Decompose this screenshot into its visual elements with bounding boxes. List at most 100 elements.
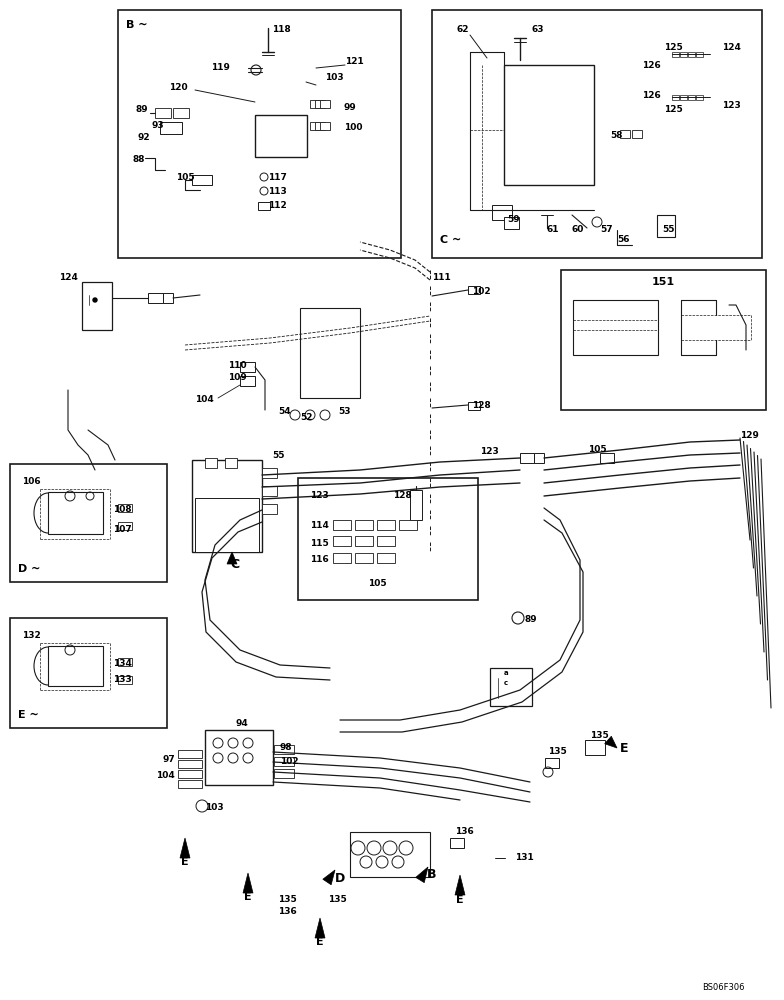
Text: E: E [456, 895, 464, 905]
Bar [160, 122, 182, 134]
Text: 125: 125 [664, 43, 683, 52]
Polygon shape [243, 873, 253, 893]
Text: 114: 114 [310, 522, 328, 530]
Text: 59: 59 [507, 216, 520, 225]
Bar [178, 780, 202, 788]
Polygon shape [323, 870, 335, 885]
Bar [585, 740, 605, 755]
Bar [298, 478, 478, 600]
Text: 132: 132 [22, 632, 41, 641]
Text: 120: 120 [169, 84, 188, 93]
Bar [274, 757, 294, 766]
Text: BS06F306: BS06F306 [702, 984, 745, 992]
Text: 129: 129 [740, 430, 759, 440]
Text: 60: 60 [572, 226, 584, 234]
Text: 98: 98 [280, 744, 292, 752]
Bar [274, 745, 294, 754]
Text: 103: 103 [325, 74, 343, 83]
Bar [10, 464, 167, 582]
Bar [163, 293, 173, 303]
Bar [680, 52, 687, 57]
Bar [492, 205, 512, 220]
Bar [573, 300, 658, 355]
Bar [377, 536, 395, 546]
Text: 135: 135 [328, 896, 347, 904]
Text: 103: 103 [205, 804, 223, 812]
Bar [195, 498, 259, 552]
Bar [355, 536, 373, 546]
Text: 125: 125 [664, 105, 683, 114]
Text: D ~: D ~ [18, 564, 40, 574]
Text: C: C [230, 558, 240, 572]
Bar [333, 536, 351, 546]
Bar [205, 730, 273, 785]
Text: 93: 93 [151, 120, 164, 129]
Text: 97: 97 [162, 756, 175, 764]
Text: 92: 92 [137, 133, 150, 142]
Text: 105: 105 [176, 174, 194, 182]
Bar [315, 100, 325, 108]
Polygon shape [604, 736, 617, 748]
Bar [305, 338, 357, 348]
Text: 99: 99 [344, 104, 357, 112]
Bar [262, 486, 277, 496]
Bar [600, 453, 614, 463]
Bar [305, 366, 357, 376]
Bar [657, 215, 675, 237]
Bar [333, 553, 351, 563]
Bar [155, 108, 171, 118]
Text: 54: 54 [278, 408, 291, 416]
Bar [320, 100, 330, 108]
Text: 131: 131 [515, 854, 534, 862]
Text: D: D [335, 871, 345, 884]
Text: 124: 124 [722, 43, 741, 52]
Text: 136: 136 [455, 828, 474, 836]
Bar [399, 520, 417, 530]
Bar [545, 758, 559, 768]
Bar [148, 293, 163, 303]
Text: 134: 134 [113, 658, 132, 668]
Bar [350, 832, 430, 877]
Text: 100: 100 [344, 123, 362, 132]
Bar [10, 618, 167, 728]
Text: C ~: C ~ [440, 235, 461, 245]
Text: 133: 133 [113, 676, 132, 684]
Polygon shape [455, 875, 465, 895]
Text: B: B [427, 868, 437, 882]
Bar [680, 95, 687, 100]
Bar [118, 658, 132, 666]
Text: 123: 123 [480, 448, 499, 456]
Text: 55: 55 [272, 450, 285, 460]
Text: 135: 135 [590, 730, 608, 740]
Text: 128: 128 [393, 491, 412, 500]
Bar [310, 122, 320, 130]
Bar [688, 52, 695, 57]
Bar [48, 492, 103, 534]
Bar [490, 668, 532, 706]
Polygon shape [416, 867, 428, 883]
Text: 111: 111 [432, 273, 451, 282]
Text: 104: 104 [195, 395, 214, 404]
Text: 58: 58 [610, 130, 622, 139]
Text: 123: 123 [722, 101, 741, 109]
Text: 116: 116 [310, 556, 328, 564]
Bar [178, 760, 202, 768]
Text: 119: 119 [211, 64, 230, 73]
Bar [305, 352, 357, 362]
Text: E: E [316, 937, 324, 947]
Text: 135: 135 [278, 896, 297, 904]
Text: 56: 56 [617, 235, 630, 244]
Text: 126: 126 [642, 60, 661, 70]
Bar [262, 468, 277, 478]
Bar [225, 458, 237, 468]
Bar [118, 504, 132, 512]
Text: 88: 88 [133, 155, 146, 164]
Bar [696, 52, 703, 57]
Text: E: E [244, 892, 252, 902]
Text: 106: 106 [22, 478, 41, 487]
Text: 118: 118 [272, 25, 291, 34]
Bar [205, 458, 217, 468]
Text: B ~: B ~ [126, 20, 147, 30]
Text: 94: 94 [236, 718, 249, 728]
Bar [696, 95, 703, 100]
